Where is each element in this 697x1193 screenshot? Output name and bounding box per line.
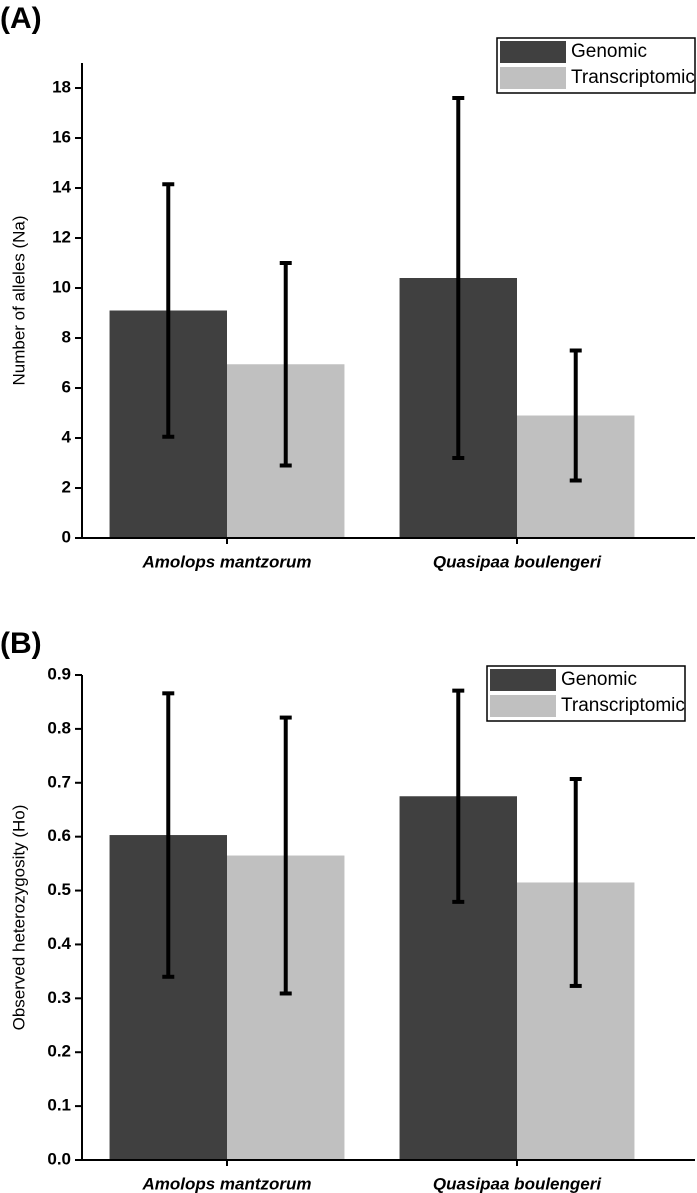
error-bar [452, 688, 465, 904]
y-tick-label: 0.4 [47, 934, 71, 953]
error-bar [279, 261, 292, 468]
x-tick-label: Amolops mantzorum [141, 552, 311, 571]
x-tick-label: Quasipaa boulengeri [433, 552, 602, 571]
error-bar [279, 715, 292, 996]
y-tick-label: 16 [52, 127, 71, 146]
panel-label: (A) [0, 2, 42, 35]
y-tick-label: 0.3 [47, 988, 71, 1007]
y-tick-label: 14 [52, 177, 71, 196]
legend-swatch [490, 669, 556, 691]
y-tick-label: 0.2 [47, 1042, 71, 1061]
y-tick-label: 0.5 [47, 880, 71, 899]
y-tick-label: 10 [52, 277, 71, 296]
panel-label: (B) [0, 627, 42, 660]
y-tick-label: 0 [62, 527, 71, 546]
legend-label: Genomic [561, 669, 637, 690]
y-tick-label: 4 [62, 427, 72, 446]
error-bar [569, 348, 582, 483]
y-tick-label: 0.7 [47, 772, 71, 791]
legend-label: Transcriptomic [561, 695, 685, 716]
y-tick-label: 0.0 [47, 1149, 71, 1168]
y-tick-label: 0.6 [47, 826, 71, 845]
y-tick-label: 8 [62, 327, 71, 346]
y-tick-label: 0.1 [47, 1096, 71, 1115]
y-tick-label: 12 [52, 227, 71, 246]
y-tick-label: 2 [62, 477, 71, 496]
y-axis-title: Number of alleles (Na) [9, 215, 28, 385]
error-bar [162, 182, 175, 439]
error-bar [569, 777, 582, 988]
error-bar [162, 691, 175, 979]
legend-label: Genomic [571, 41, 647, 62]
error-bar [452, 96, 465, 460]
y-tick-label: 6 [62, 377, 71, 396]
x-tick-label: Amolops mantzorum [141, 1174, 311, 1193]
legend-label: Transcriptomic [571, 67, 695, 88]
y-axis-title: Observed heterozygosity (Ho) [9, 805, 28, 1031]
y-tick-label: 0.9 [47, 664, 71, 683]
legend-swatch [500, 67, 566, 89]
legend-swatch [490, 695, 556, 717]
y-tick-label: 18 [52, 77, 71, 96]
y-tick-label: 0.8 [47, 718, 71, 737]
x-tick-label: Quasipaa boulengeri [433, 1174, 602, 1193]
legend-swatch [500, 41, 566, 63]
